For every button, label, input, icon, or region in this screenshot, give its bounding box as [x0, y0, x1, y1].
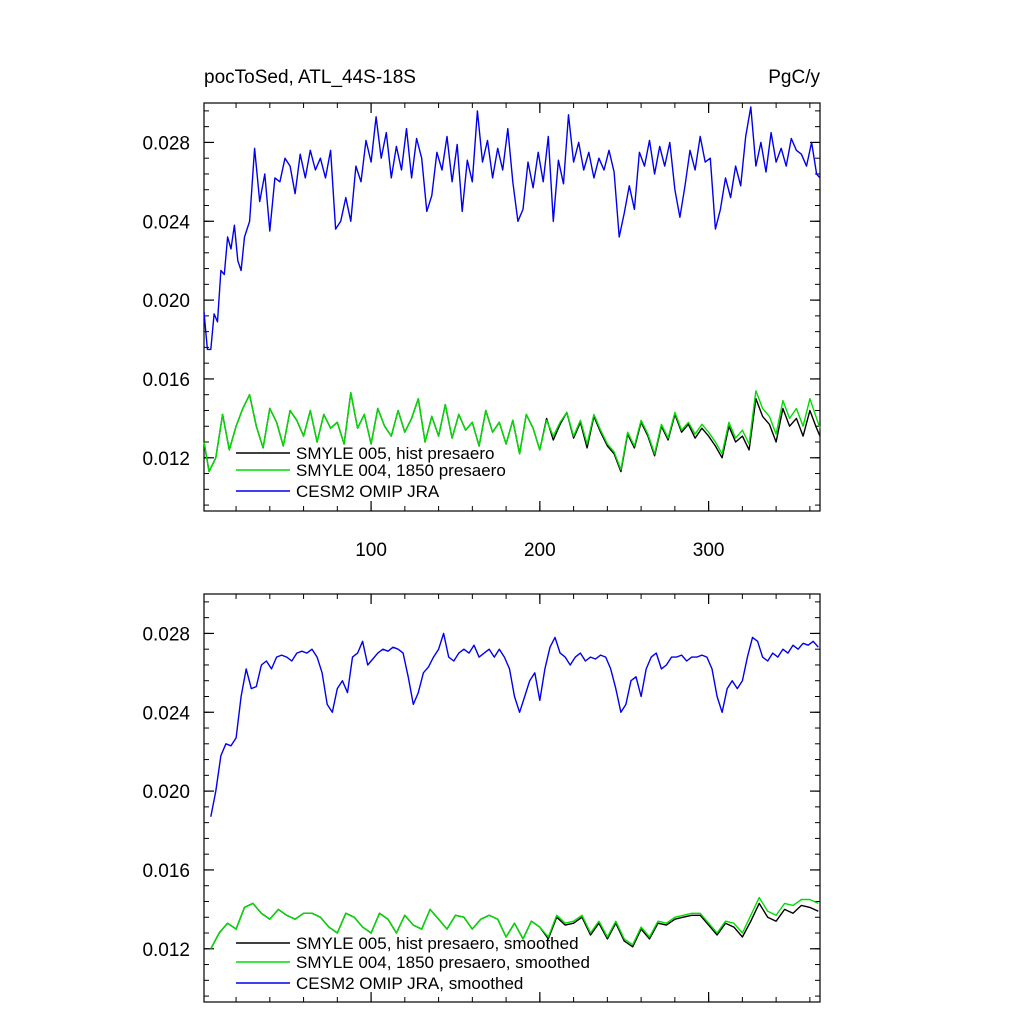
- panel-2-y-tick-label: 0.016: [142, 861, 190, 882]
- panel-1-y-tick-label: 0.024: [142, 212, 190, 233]
- panel-2-legend-label: SMYLE 005, hist presaero, smoothed: [296, 934, 579, 953]
- panel-2-y-tick-label: 0.020: [142, 782, 190, 803]
- panel-1-series-line-3: [203, 106, 821, 351]
- panel-2-y-tick-label: 0.012: [142, 940, 190, 961]
- panel-1-legend-label: CESM2 OMIP JRA: [296, 482, 440, 501]
- panel-2-legend-label: CESM2 OMIP JRA, smoothed: [296, 974, 523, 993]
- panel-2-series-line-2: [210, 896, 819, 950]
- panel-1-y-tick-label: 0.012: [142, 449, 190, 470]
- chart-title: pocToSed, ATL_44S-18S: [204, 67, 416, 88]
- panel-2-legend-label: SMYLE 004, 1850 presaero, smoothed: [296, 953, 590, 972]
- panel-2-series-line-3: [210, 632, 819, 817]
- panel-1-series-line-2: [203, 390, 821, 473]
- panel-1-x-tick-label: 200: [524, 540, 556, 561]
- panel-1-legend-label: SMYLE 004, 1850 presaero: [296, 461, 506, 480]
- panel-1-x-tick-label: 300: [693, 540, 725, 561]
- panel-1-legend-label: SMYLE 005, hist presaero: [296, 444, 494, 463]
- chart-units: PgC/y: [768, 67, 820, 88]
- panel-2-y-tick-label: 0.024: [142, 703, 190, 724]
- panel-1-y-tick-label: 0.016: [142, 370, 190, 391]
- panel-1-y-tick-label: 0.020: [142, 291, 190, 312]
- panel-1-frame: [203, 102, 821, 512]
- panel-2-frame: [203, 593, 821, 1003]
- panel-1-y-tick-label: 0.028: [142, 133, 190, 154]
- panel-2-y-tick-label: 0.028: [142, 624, 190, 645]
- panel-1-x-tick-label: 100: [355, 540, 387, 561]
